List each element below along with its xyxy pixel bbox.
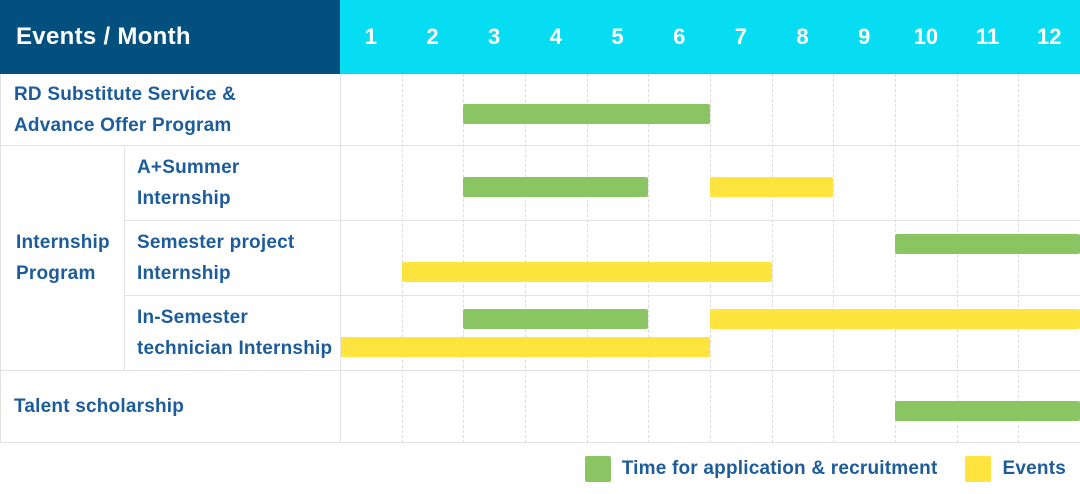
month-label: 5 <box>611 24 624 49</box>
month-label: 1 <box>364 24 377 49</box>
month-label: 4 <box>549 24 562 49</box>
event-bar <box>710 176 834 197</box>
month-gridline <box>1018 74 1020 443</box>
month-gridline <box>525 74 526 443</box>
table-bottom-border <box>0 442 1080 443</box>
application-bar <box>895 233 1080 254</box>
month-label: 11 <box>975 24 1000 49</box>
events-month-header: Events / Month <box>0 0 340 74</box>
month-header-strip: 1 2 3 4 5 6 7 8 9 10 11 12 <box>340 0 1080 74</box>
month-gridline <box>833 74 835 443</box>
month-label: 2 <box>426 24 439 49</box>
month-label: 6 <box>673 24 686 49</box>
month-label: 3 <box>488 24 501 49</box>
row-divider <box>0 145 1080 146</box>
month-gridline <box>463 74 465 443</box>
legend-label: Events <box>1002 457 1066 479</box>
month-gridline <box>648 74 650 443</box>
application-bar <box>463 176 649 197</box>
legend-swatch-application <box>584 455 611 482</box>
month-label: 12 <box>1036 24 1062 49</box>
event-bar <box>710 308 1080 329</box>
gantt-body: RD Substitute Service & Advance Offer Pr… <box>0 74 1080 443</box>
row-sublabel: In-Semester technician Internship <box>137 306 333 359</box>
legend-swatch-events <box>965 455 992 482</box>
legend: Time for application & recruitment Events <box>0 443 1080 494</box>
month-label: 8 <box>796 24 809 49</box>
event-bar <box>401 261 772 282</box>
month-gridline <box>956 74 958 443</box>
legend-item: Time for application & recruitment <box>584 455 938 482</box>
month-gridline <box>771 74 773 443</box>
label-chart-divider <box>340 74 341 443</box>
month-label: 10 <box>913 24 939 49</box>
row-divider <box>124 220 1080 221</box>
month-gridline <box>895 74 896 443</box>
month-gridline <box>401 74 403 443</box>
application-bar <box>463 308 649 329</box>
row-sublabel: A+Summer Internship <box>137 156 240 209</box>
group-sublabel-divider <box>124 145 125 370</box>
month-label: 9 <box>858 24 871 49</box>
row-label: RD Substitute Service & Advance Offer Pr… <box>14 83 237 136</box>
table-left-border <box>0 74 1 443</box>
group-label: Internship Program <box>16 231 110 284</box>
legend-item: Events <box>965 455 1066 482</box>
event-bar <box>340 336 710 357</box>
month-gridline <box>710 74 711 443</box>
row-divider <box>0 370 1080 371</box>
month-gridline <box>586 74 588 443</box>
row-divider <box>124 295 1080 296</box>
month-label: 7 <box>734 24 747 49</box>
application-bar <box>463 103 710 124</box>
row-label: Talent scholarship <box>14 396 185 417</box>
application-bar <box>895 400 1080 421</box>
legend-label: Time for application & recruitment <box>621 457 938 479</box>
row-sublabel: Semester project Internship <box>137 231 295 284</box>
